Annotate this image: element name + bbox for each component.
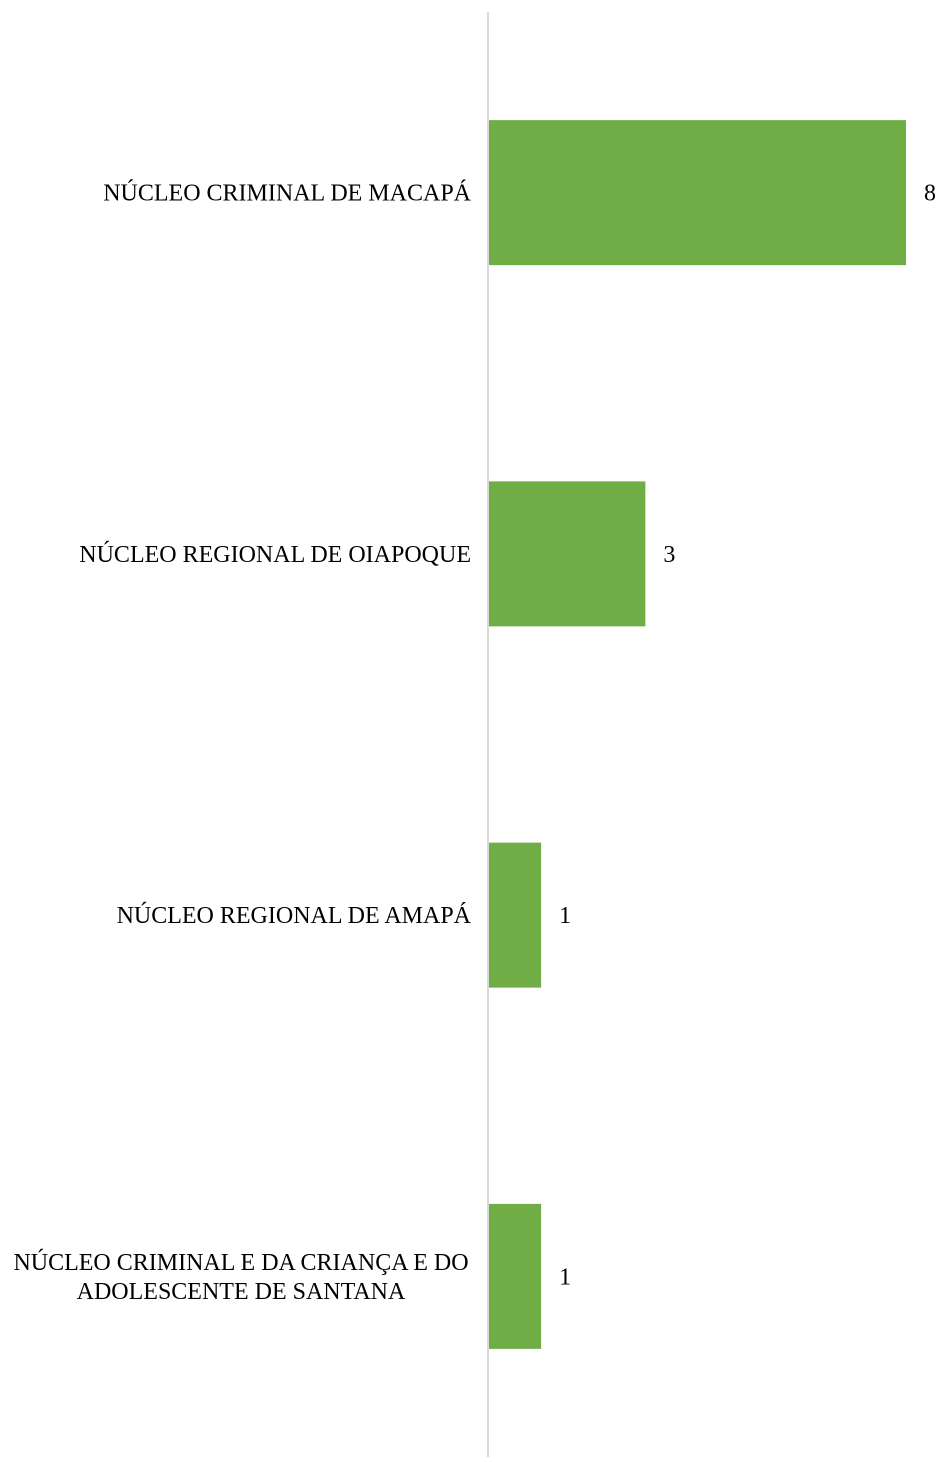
category-label: NÚCLEO CRIMINAL DE MACAPÁ xyxy=(103,180,471,207)
data-label: 3 xyxy=(663,542,675,568)
category-labels-group: NÚCLEO CRIMINAL DE MACAPÁ NÚCLEO REGIONAL… xyxy=(13,180,471,1305)
category-label: NÚCLEO REGIONAL DE OIAPOQUE xyxy=(79,541,471,568)
category-label: NÚCLEO REGIONAL DE AMAPÁ xyxy=(117,902,472,929)
data-label: 8 xyxy=(924,181,936,207)
bar xyxy=(489,481,646,627)
data-labels-group: 8 3 1 1 xyxy=(559,181,936,1291)
bar xyxy=(489,1203,542,1349)
bars-group xyxy=(489,120,906,1349)
category-label: NÚCLEO CRIMINAL E DA CRIANÇA E DO ADOLESC… xyxy=(13,1249,468,1305)
data-label: 1 xyxy=(559,1264,571,1290)
data-label: 1 xyxy=(559,903,571,929)
bar xyxy=(489,842,542,988)
category-label-line: ADOLESCENTE DE SANTANA xyxy=(77,1279,406,1305)
bar xyxy=(489,120,906,266)
category-label-line: NÚCLEO CRIMINAL E DA CRIANÇA E DO xyxy=(13,1249,468,1276)
